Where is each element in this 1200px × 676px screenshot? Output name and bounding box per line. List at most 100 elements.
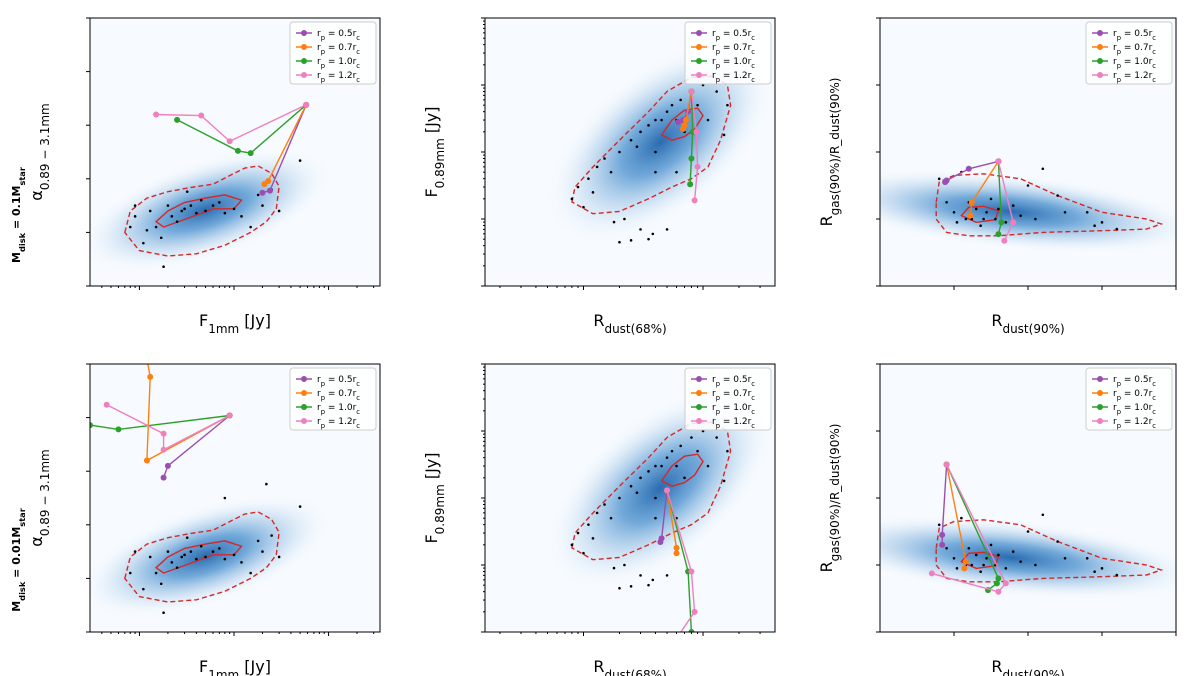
y-axis-label: α0.89 − 3.1mm (27, 449, 52, 546)
legend-box (684, 367, 772, 431)
legend-label: rp = 1.0rc (712, 57, 755, 70)
legend-box (1085, 367, 1173, 431)
track-marker-1 (261, 181, 268, 188)
legend-label: rp = 0.5rc (1113, 375, 1156, 388)
data-point (154, 571, 158, 575)
data-point (970, 563, 974, 567)
track-marker-0 (266, 187, 273, 194)
data-point (232, 553, 236, 557)
track-marker-0 (675, 119, 682, 126)
legend-marker (301, 376, 307, 382)
data-point (726, 449, 729, 453)
data-point (603, 157, 606, 160)
data-point (595, 511, 599, 515)
data-point (679, 98, 682, 102)
data-point (629, 239, 633, 242)
legend-marker (696, 72, 702, 78)
track-marker-3 (1001, 237, 1008, 244)
legend-marker (301, 72, 307, 78)
data-point (629, 484, 633, 488)
data-point (639, 130, 642, 134)
data-point (964, 217, 968, 221)
legend-marker (1097, 404, 1103, 410)
data-point (185, 536, 189, 539)
legend-label: rp = 1.2rc (1113, 71, 1156, 84)
data-point (133, 215, 137, 218)
data-point (240, 561, 243, 564)
data-point (148, 209, 152, 213)
track-marker-3 (674, 635, 680, 641)
data-point (270, 534, 273, 537)
data-point (623, 563, 626, 567)
data-point (706, 118, 710, 122)
data-point (162, 265, 165, 269)
track-marker-1 (680, 126, 687, 133)
track-marker-2 (995, 231, 1002, 238)
track-marker-3 (694, 163, 701, 170)
data-point (683, 476, 686, 480)
axes-frame (89, 17, 381, 287)
track-marker-3 (153, 111, 160, 118)
data-point (706, 464, 710, 468)
contour-inner (960, 551, 1000, 570)
data-point (199, 544, 203, 548)
data-point (609, 516, 613, 520)
plot-area (90, 364, 380, 632)
data-point (994, 217, 997, 221)
legend-label: rp = 1.2rc (1113, 417, 1156, 430)
legend-marker (696, 376, 702, 382)
track-marker-2 (90, 422, 93, 429)
data-point (185, 190, 189, 193)
data-point (675, 170, 678, 174)
data-point (183, 553, 186, 557)
track-marker-3 (226, 412, 233, 419)
data-point (1115, 573, 1119, 577)
plot-area (880, 364, 1176, 632)
data-point (670, 449, 674, 453)
data-point (696, 449, 699, 453)
data-point (570, 543, 574, 547)
data-point (128, 571, 132, 575)
data-point (665, 574, 669, 577)
data-point (979, 570, 982, 573)
legend-label: rp = 0.7rc (1113, 43, 1156, 56)
data-point (159, 236, 163, 240)
data-point (654, 150, 657, 154)
data-point (211, 550, 215, 553)
track-marker-3 (688, 88, 695, 95)
track-marker-3 (995, 158, 1002, 165)
data-point (654, 496, 657, 500)
data-point (974, 207, 978, 211)
data-point (651, 232, 655, 236)
y-axis-label: Rgas(90%)/R_dust(90%) (817, 78, 842, 227)
data-point (647, 583, 650, 587)
data-point (180, 555, 184, 559)
data-point (690, 436, 693, 439)
data-point (635, 491, 639, 494)
data-point (639, 574, 642, 577)
data-point (651, 578, 655, 582)
data-point (223, 557, 227, 561)
data-point (1063, 211, 1067, 214)
legend-marker (301, 404, 307, 410)
data-point (1011, 550, 1015, 553)
data-point (170, 215, 174, 218)
legend-marker (1097, 418, 1103, 424)
legend-marker (1097, 376, 1103, 382)
data-point (989, 543, 993, 547)
data-point (612, 220, 616, 224)
legend-marker (696, 58, 702, 64)
data-point (1004, 221, 1008, 224)
data-point (223, 211, 227, 215)
legend-box (1085, 21, 1173, 85)
data-point (979, 224, 982, 227)
row-label-top: Mdisk = 0.1Mstar (10, 166, 27, 263)
data-point (591, 537, 595, 540)
legend-marker (1097, 58, 1103, 64)
plot-area (880, 18, 1176, 286)
axes-frame (89, 363, 381, 633)
track-marker-2 (998, 219, 1005, 226)
